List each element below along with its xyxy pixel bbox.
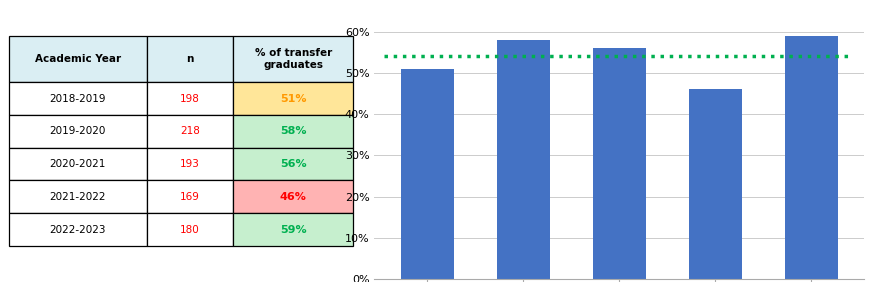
Bar	[147, 213, 233, 246]
Text: 218: 218	[180, 126, 200, 136]
Text: 169: 169	[180, 192, 200, 202]
Text: n: n	[186, 54, 194, 64]
Bar	[147, 36, 233, 82]
Bar	[147, 82, 233, 115]
Bar	[147, 180, 233, 213]
Bar	[689, 89, 742, 279]
Bar	[401, 69, 454, 279]
Bar	[233, 180, 354, 213]
Text: 2022-2023: 2022-2023	[50, 225, 106, 235]
Bar	[147, 148, 233, 180]
Text: 193: 193	[180, 159, 200, 169]
Bar	[233, 82, 354, 115]
Bar	[9, 36, 147, 82]
Bar	[9, 180, 147, 213]
Bar	[9, 115, 147, 148]
Text: 2021-2022: 2021-2022	[50, 192, 106, 202]
Text: 58%: 58%	[280, 126, 306, 136]
Text: 59%: 59%	[280, 225, 306, 235]
Text: 2018-2019: 2018-2019	[50, 94, 106, 103]
Text: 180: 180	[180, 225, 200, 235]
Bar	[9, 82, 147, 115]
Bar	[9, 148, 147, 180]
Text: 46%: 46%	[279, 192, 306, 202]
Text: % of transfer
graduates: % of transfer graduates	[255, 48, 332, 70]
Bar	[233, 115, 354, 148]
Bar	[233, 148, 354, 180]
Text: 2019-2020: 2019-2020	[50, 126, 106, 136]
Bar	[147, 115, 233, 148]
Text: 2020-2021: 2020-2021	[50, 159, 106, 169]
Bar	[233, 213, 354, 246]
Text: 51%: 51%	[280, 94, 306, 103]
Bar	[593, 48, 646, 279]
Text: 56%: 56%	[280, 159, 306, 169]
Text: Academic Year: Academic Year	[35, 54, 120, 64]
Bar	[233, 36, 354, 82]
Bar	[497, 40, 550, 279]
Text: 198: 198	[180, 94, 200, 103]
Bar	[785, 36, 838, 279]
Bar	[9, 213, 147, 246]
